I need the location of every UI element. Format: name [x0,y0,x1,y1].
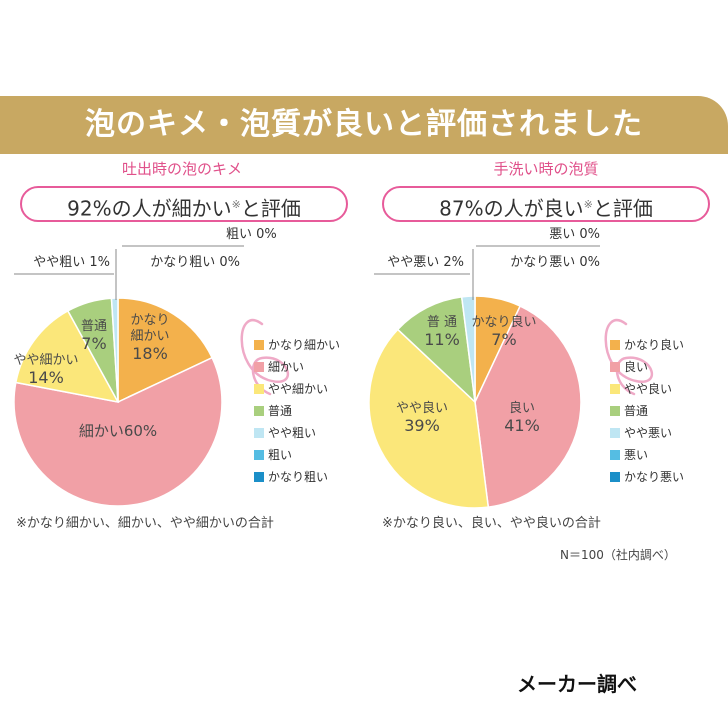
legend-label: かなり粗い [268,470,329,484]
legend-label: 良い [624,360,649,374]
legend-label: やや良い [624,382,673,396]
pie-slice-3 [368,328,490,509]
legend-swatch [254,406,264,416]
pie-slice-5 [110,297,119,403]
legend-label: 細かい [268,360,305,374]
legend-swatch [254,472,264,482]
pie-slice-label: 良い 41% [504,400,540,435]
legend-foam-texture: かなり細かい 細かいやや細かい普通やや粗い粗いかなり粗い [254,334,340,488]
pie-callout-label: かなり悪い 0% [510,255,600,270]
panel-subtitle: 手洗い時の泡質 [493,160,599,178]
pie-slice-2 [13,356,223,507]
footnote: ※かなり細かい、細かい、やや細かいの合計 [16,516,274,531]
page-title: 泡のキメ・泡質が良いと評価されました [85,107,643,142]
headline-suffix: と評価 [592,196,653,221]
pie-slice-4 [396,296,477,404]
decorative-swirl [240,319,290,396]
headline-suffix: と評価 [240,196,301,221]
panel-subtitle: 吐出時の泡のキメ [121,160,242,178]
pie-callout-label: 粗い 0% [226,227,277,242]
legend-item: かなり粗い [254,466,340,488]
legend-item: 細かい [254,356,340,378]
pie-slice-label: やや良い 39% [396,400,448,435]
pie-callout-label: やや粗い 1% [33,255,110,270]
legend-swatch [254,450,264,460]
legend-item: かなり良い [610,334,684,356]
pie-slice-label: かなり細かい 18% [130,313,169,363]
legend-swatch [610,450,620,460]
legend-label: かなり良い [624,338,685,352]
legend-swatch [254,384,264,394]
legend-label: 悪い [624,448,649,462]
legend-swatch [610,362,620,372]
pie-slice-label: かなり良い 7% [471,314,536,349]
legend-swatch [610,384,620,394]
headline-text: 87%の人が良い [439,196,584,221]
legend-label: かなり悪い [624,470,685,484]
legend-label: かなり細かい [268,338,341,352]
legend-item: やや悪い [610,422,684,444]
legend-item: やや細かい [254,378,340,400]
legend-label: やや細かい [268,382,329,396]
legend-label: 粗い [268,448,293,462]
pie-slice-3 [14,309,120,404]
legend-swatch [254,340,264,350]
legend-swatch [610,428,620,438]
pie-slice-label: やや細かい 14% [13,353,78,387]
panel-handwash-quality: 手洗い時の泡質 87%の人が良い※と評価 かなり良い 7% 良い 41% やや良い 39%… [364,154,728,574]
pie-slice-5 [460,295,476,403]
pie-slice-2 [474,305,582,508]
legend-item: 良い [610,356,684,378]
pie-callout-label: かなり粗い 0% [150,255,240,270]
pie-chart-handwash-quality: かなり良い 7% 良い 41% やや良い 39% 普 通 11% やや悪い 2% 悪い 0% かなり… [368,227,654,509]
legend-handwash-quality: かなり良い良いやや良い普通やや悪い悪いかなり悪い [610,334,684,488]
headline-text: 92%の人が細かい [67,196,232,221]
headline-note-mark: ※ [231,198,241,211]
pie-slice-1 [117,297,214,404]
legend-swatch [254,362,264,372]
legend-swatch [610,340,620,350]
maker-note: メーカー調べ [517,672,637,696]
headline-pill: 92%の人が細かい※と評価 [20,186,348,222]
title-banner [0,96,728,154]
legend-item: やや粗い [254,422,340,444]
pie-slice-label: 細かい60% [79,422,157,440]
pie-chart-foam-texture: かなり細かい 18% 細かい60% やや細かい 14%普通 7% やや粗い 1% 粗い 0% か… [13,227,290,507]
legend-swatch [610,406,620,416]
pie-callout-label: やや悪い 2% [387,255,464,270]
legend-item: 普通 [610,400,684,422]
legend-item: やや良い [610,378,684,400]
legend-label: 普通 [268,404,293,418]
pie-slice-label: 普 通 11% [424,315,460,349]
legend-label: 普通 [624,404,649,418]
headline-note-mark: ※ [583,198,593,211]
legend-label: やや粗い [268,426,317,440]
headline-pill: 87%の人が良い※と評価 [382,186,710,222]
pie-callout-label: 悪い 0% [549,227,600,242]
legend-swatch [254,428,264,438]
pie-slice-label: 普通 7% [81,319,107,353]
legend-item: 粗い [254,444,340,466]
legend-label: やや悪い [624,426,673,440]
legend-item: 普通 [254,400,340,422]
legend-item: かなり細かい [254,334,340,356]
legend-swatch [610,472,620,482]
panel-foam-texture: 吐出時の泡のキメ 92%の人が細かい※と評価 かなり細かい 18% 細かい60% やや… [0,154,364,574]
legend-item: 悪い [610,444,684,466]
legend-item: かなり悪い [610,466,684,488]
footnote: ※かなり良い、良い、やや良いの合計 [382,516,601,531]
survey-note: N＝100（社内調べ） [560,548,676,562]
